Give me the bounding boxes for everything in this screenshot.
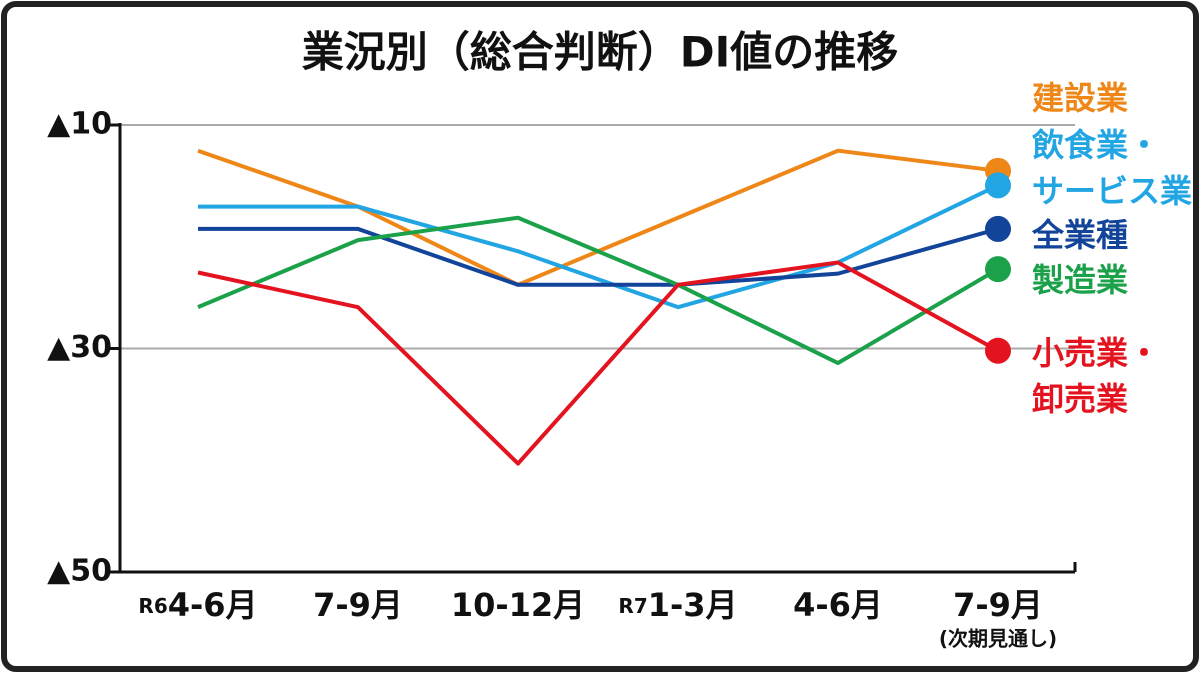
end-dot: [985, 172, 1011, 199]
x-note: (次期見通し): [939, 627, 1057, 651]
category: 4-6月: [168, 586, 258, 624]
series-line: [197, 215, 1000, 366]
category: 1-3月: [648, 586, 738, 624]
x-tick-label: 7-9月: [313, 586, 403, 624]
category: 7-9月: [953, 586, 1043, 624]
category: 10-12月: [451, 586, 585, 624]
era-label: R7: [618, 594, 647, 618]
x-tick-label: R71-3月: [618, 586, 737, 624]
y-tick-label: ▲10: [47, 107, 112, 142]
series-line: [198, 226, 999, 287]
legend-label: 製造業: [1032, 261, 1128, 299]
y-tick-label: ▲30: [47, 330, 112, 365]
x-tick-label: 7-9月: [953, 586, 1043, 624]
end-dot: [985, 215, 1011, 242]
end-dot: [985, 337, 1011, 364]
y-tick-label: ▲50: [47, 554, 112, 589]
category: 4-6月: [793, 586, 883, 624]
end-dot: [985, 256, 1011, 283]
era-label: R6: [138, 594, 167, 618]
series-line: [197, 260, 999, 466]
series-line: [198, 183, 999, 310]
legend-label: 小売業・卸売業: [1032, 334, 1160, 418]
legend-label: 建設業: [1032, 79, 1128, 117]
x-tick-label: R64-6月: [138, 586, 257, 624]
x-tick-label: 10-12月: [451, 586, 585, 624]
chart-title: 業況別（総合判断）DI値の推移: [302, 28, 899, 77]
category: 7-9月: [313, 586, 403, 624]
x-tick-label: 4-6月: [793, 586, 883, 624]
legend-label: 飲食業・サービス業: [1032, 126, 1192, 210]
legend-label: 全業種: [1031, 216, 1128, 254]
